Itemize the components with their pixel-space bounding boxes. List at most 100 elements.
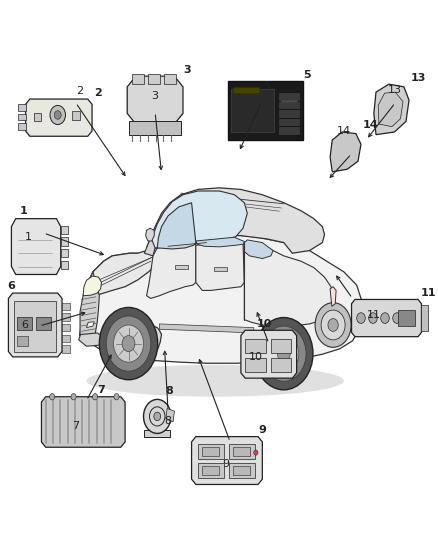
Circle shape bbox=[153, 412, 160, 421]
Text: 10: 10 bbox=[248, 352, 262, 362]
Bar bbox=[228, 463, 254, 478]
Polygon shape bbox=[351, 300, 420, 337]
Polygon shape bbox=[227, 82, 302, 140]
Text: 11: 11 bbox=[420, 288, 435, 298]
Circle shape bbox=[327, 319, 338, 332]
Polygon shape bbox=[25, 99, 92, 136]
Bar bbox=[244, 339, 265, 353]
Circle shape bbox=[92, 393, 97, 400]
Polygon shape bbox=[146, 188, 324, 253]
Bar bbox=[36, 317, 51, 330]
Text: 13: 13 bbox=[388, 85, 401, 95]
Text: 5: 5 bbox=[302, 70, 310, 80]
Polygon shape bbox=[78, 333, 102, 346]
Text: 8: 8 bbox=[166, 386, 173, 396]
Circle shape bbox=[314, 303, 350, 348]
Text: 1: 1 bbox=[25, 232, 32, 243]
Bar bbox=[62, 303, 70, 310]
Bar bbox=[18, 104, 25, 111]
Bar bbox=[270, 339, 291, 353]
Text: 3: 3 bbox=[151, 91, 158, 101]
Polygon shape bbox=[377, 92, 402, 127]
Polygon shape bbox=[166, 408, 174, 422]
Bar bbox=[62, 324, 70, 332]
Text: 9: 9 bbox=[222, 459, 229, 469]
Bar bbox=[233, 87, 258, 93]
Circle shape bbox=[114, 393, 119, 400]
Bar bbox=[174, 265, 187, 269]
Bar bbox=[60, 237, 68, 246]
Bar bbox=[34, 113, 41, 122]
Circle shape bbox=[392, 313, 400, 324]
Polygon shape bbox=[83, 276, 101, 296]
Bar bbox=[129, 122, 180, 135]
Bar bbox=[231, 90, 274, 132]
Text: 7: 7 bbox=[72, 421, 79, 431]
Text: 14: 14 bbox=[336, 126, 350, 136]
Circle shape bbox=[261, 326, 305, 381]
Text: 5: 5 bbox=[262, 81, 269, 91]
Circle shape bbox=[49, 393, 55, 400]
Bar bbox=[202, 447, 219, 456]
Bar bbox=[148, 74, 159, 84]
Circle shape bbox=[285, 98, 290, 103]
Text: 14: 14 bbox=[361, 120, 377, 131]
Circle shape bbox=[277, 346, 290, 362]
Circle shape bbox=[356, 313, 364, 324]
Bar bbox=[62, 345, 70, 353]
Polygon shape bbox=[329, 132, 360, 172]
Circle shape bbox=[380, 313, 389, 324]
Bar bbox=[270, 358, 291, 372]
Polygon shape bbox=[80, 235, 360, 364]
Text: 6: 6 bbox=[7, 281, 15, 292]
Circle shape bbox=[280, 98, 284, 103]
Text: 2: 2 bbox=[94, 88, 102, 98]
Circle shape bbox=[71, 393, 76, 400]
Bar bbox=[278, 127, 299, 134]
Bar bbox=[244, 358, 265, 372]
Text: 9: 9 bbox=[258, 425, 265, 435]
Polygon shape bbox=[144, 237, 155, 256]
Bar bbox=[420, 305, 427, 332]
Bar bbox=[278, 110, 299, 117]
Polygon shape bbox=[157, 203, 195, 249]
Circle shape bbox=[404, 313, 412, 324]
Circle shape bbox=[268, 335, 298, 372]
Circle shape bbox=[254, 318, 312, 390]
Polygon shape bbox=[159, 324, 253, 333]
Polygon shape bbox=[11, 219, 60, 274]
Circle shape bbox=[283, 98, 287, 103]
Polygon shape bbox=[127, 76, 183, 124]
Polygon shape bbox=[244, 243, 332, 326]
Polygon shape bbox=[240, 330, 296, 378]
Text: 7: 7 bbox=[97, 385, 105, 395]
Polygon shape bbox=[148, 191, 247, 248]
Bar bbox=[60, 249, 68, 257]
Polygon shape bbox=[41, 397, 125, 447]
Circle shape bbox=[320, 310, 344, 340]
Polygon shape bbox=[195, 237, 244, 247]
Polygon shape bbox=[329, 287, 336, 306]
Text: 13: 13 bbox=[410, 72, 425, 83]
Circle shape bbox=[113, 325, 143, 362]
Bar bbox=[14, 301, 57, 352]
Circle shape bbox=[368, 313, 376, 324]
Text: 2: 2 bbox=[76, 86, 83, 96]
Bar bbox=[60, 225, 68, 234]
Bar bbox=[198, 444, 223, 459]
Bar bbox=[17, 317, 32, 330]
Polygon shape bbox=[191, 437, 262, 484]
Polygon shape bbox=[244, 240, 272, 259]
Bar bbox=[60, 261, 68, 269]
Bar bbox=[18, 124, 25, 130]
Text: 3: 3 bbox=[183, 65, 190, 75]
Polygon shape bbox=[255, 332, 310, 376]
Polygon shape bbox=[86, 322, 94, 328]
Polygon shape bbox=[8, 293, 62, 357]
Circle shape bbox=[290, 98, 295, 103]
Text: 11: 11 bbox=[366, 310, 380, 320]
Polygon shape bbox=[80, 245, 170, 336]
Bar bbox=[278, 119, 299, 125]
Bar bbox=[18, 114, 25, 120]
Polygon shape bbox=[146, 240, 195, 298]
